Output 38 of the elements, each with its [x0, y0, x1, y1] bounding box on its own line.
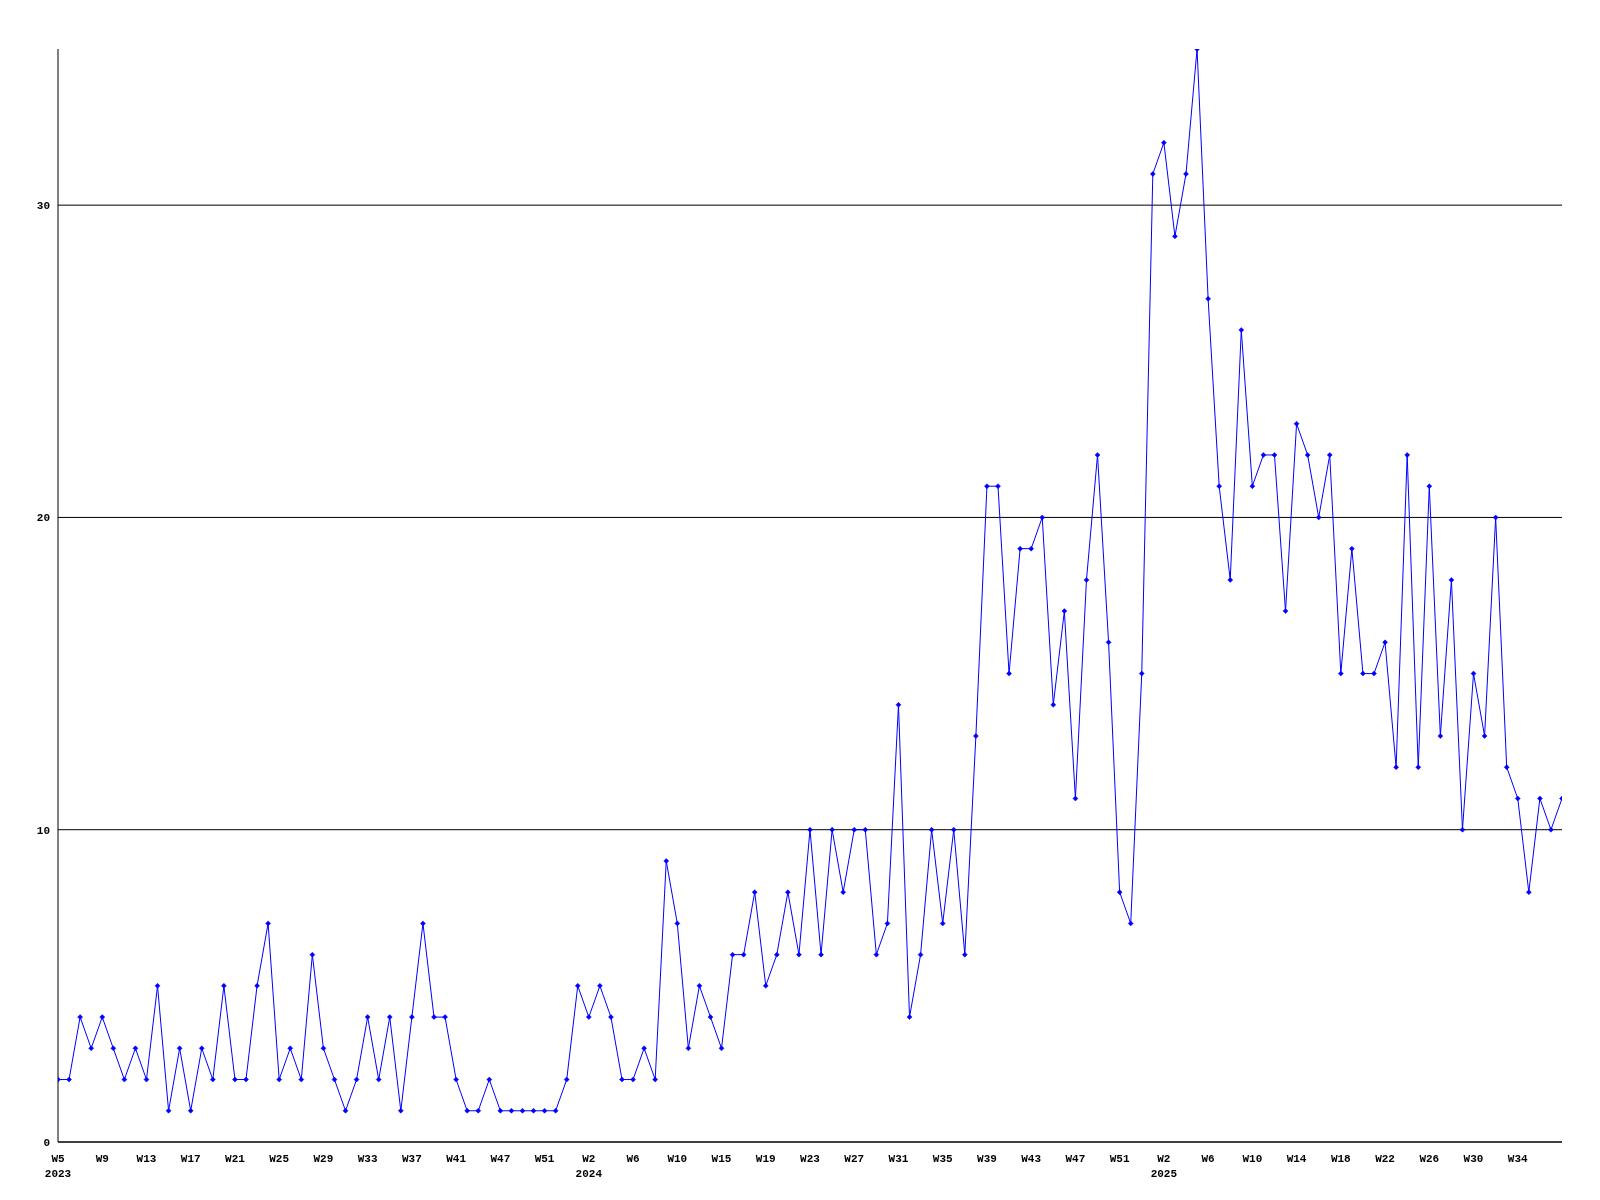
- x-tick-label: W14: [1286, 1153, 1307, 1165]
- x-tick-label: W27: [844, 1153, 865, 1165]
- x-tick-label: W41: [446, 1153, 467, 1165]
- x-tick-label: W47: [490, 1153, 511, 1165]
- x-tick-label: W9: [95, 1153, 109, 1165]
- x-tick-label: W10: [1242, 1153, 1263, 1165]
- x-tick-label: W15: [711, 1153, 732, 1165]
- y-tick-label: 20: [36, 512, 50, 525]
- x-tick-label: W21: [225, 1153, 246, 1165]
- x-tick-label: W10: [667, 1153, 688, 1165]
- x-tick-label: W19: [755, 1153, 776, 1165]
- x-tick-label: W39: [977, 1153, 997, 1165]
- x-tick-label: W6: [1201, 1153, 1215, 1165]
- x-tick-label: W35: [932, 1153, 953, 1165]
- x-tick-label: W2 2025: [1150, 1153, 1178, 1180]
- x-tick-label: W37: [401, 1153, 422, 1165]
- x-tick-label: W17: [180, 1153, 201, 1165]
- x-tick-label: W5 2023: [44, 1153, 72, 1180]
- x-tick-label: W25: [269, 1153, 290, 1165]
- x-tick-label: W47: [1065, 1153, 1086, 1165]
- x-tick-label: W26: [1419, 1153, 1440, 1165]
- x-tick-label: W31: [888, 1153, 909, 1165]
- x-tick-label: W23: [800, 1153, 821, 1165]
- x-tick-label: W51: [1109, 1153, 1130, 1165]
- x-tick-label: W6: [626, 1153, 640, 1165]
- y-tick-label: 10: [36, 824, 50, 837]
- x-tick-label: W33: [357, 1153, 378, 1165]
- x-tick-label: W34: [1507, 1153, 1529, 1165]
- x-tick-label: W2 2024: [575, 1153, 603, 1180]
- y-tick-label: 0: [43, 1136, 50, 1149]
- x-tick-label: W51: [534, 1153, 555, 1165]
- x-tick-label: W29: [313, 1153, 334, 1165]
- x-tick-label: W43: [1021, 1153, 1042, 1165]
- x-tick-label: W22: [1375, 1153, 1395, 1165]
- x-tick-label: W18: [1330, 1153, 1352, 1165]
- x-tick-label: W30: [1463, 1153, 1484, 1165]
- y-tick-label: 30: [36, 200, 50, 213]
- x-tick-label: W13: [136, 1153, 157, 1165]
